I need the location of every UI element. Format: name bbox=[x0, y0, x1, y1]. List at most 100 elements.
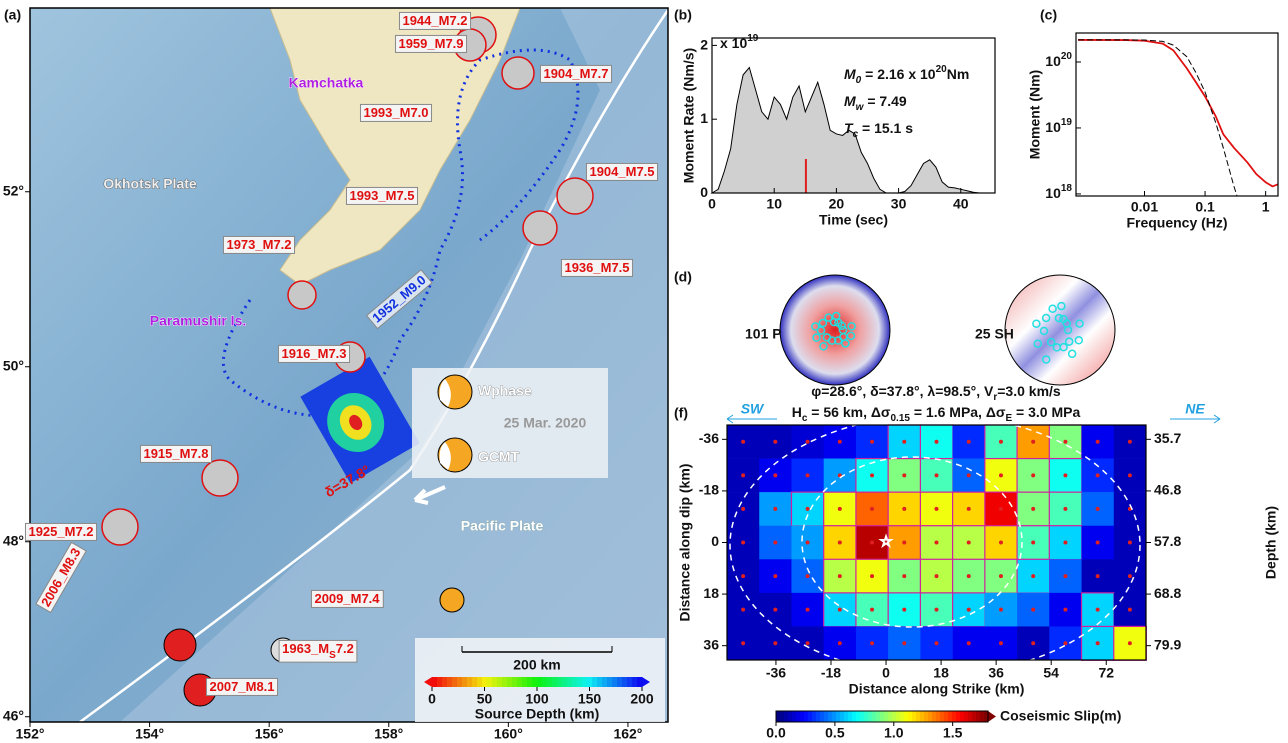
x-tick-label: 0.01 bbox=[1131, 199, 1158, 215]
source-parameter-part: = 7.49 bbox=[863, 93, 906, 109]
colorbar-arrow bbox=[988, 711, 996, 722]
subfault-center bbox=[967, 473, 971, 477]
source-parameter-part: = 15.1 s bbox=[858, 120, 913, 136]
subfault-center bbox=[806, 574, 810, 578]
slip-colorbar-cell bbox=[884, 711, 888, 722]
x-tick-label: 0 bbox=[708, 196, 716, 212]
slip-colorbar-cell bbox=[956, 711, 960, 722]
depth-colorbar-cell bbox=[477, 677, 482, 687]
slip-colorbar-cell bbox=[832, 711, 836, 722]
slip-colorbar-cell bbox=[948, 711, 952, 722]
event: 1936_M7.5 bbox=[561, 259, 632, 276]
x-tick-label: 152° bbox=[16, 726, 45, 742]
depth-colorbar-cell bbox=[512, 677, 517, 687]
colorbar-tick-label: 100 bbox=[525, 691, 549, 707]
place-name: Paramushir Is. bbox=[150, 313, 247, 329]
subfault-center bbox=[741, 507, 745, 511]
spectrum-line bbox=[1078, 40, 1278, 346]
event-label-part: 1959_M7.9 bbox=[398, 36, 463, 51]
depth-colorbar-cell bbox=[617, 677, 622, 687]
place-name: Okhotsk Plate bbox=[103, 176, 197, 192]
subfault-center bbox=[1031, 641, 1035, 645]
subfault-center bbox=[870, 507, 874, 511]
y-tick-exp: 19 bbox=[1061, 117, 1073, 128]
subfault-center bbox=[806, 608, 810, 612]
figure: ☆ (a)(b)(c)(d)(f)152°154°156°158°160°162… bbox=[0, 0, 1288, 743]
depth-colorbar-cell bbox=[467, 677, 472, 687]
slip-colorbar-cell bbox=[780, 711, 784, 722]
slip-title-part: = 3.0 MPa bbox=[1012, 404, 1080, 420]
x-tick-label: 40 bbox=[953, 196, 969, 212]
subfault-center bbox=[935, 440, 939, 444]
subfault-center bbox=[870, 641, 874, 645]
y-tick-label: 2 bbox=[700, 36, 708, 52]
source-parameter-part: M bbox=[844, 93, 856, 109]
y-tick-base: 10 bbox=[1045, 185, 1061, 201]
y-tick-base: 0 bbox=[700, 184, 708, 200]
source-parameter-part: 20 bbox=[936, 64, 948, 75]
slip-colorbar-cell bbox=[816, 711, 820, 722]
y-tick-label: 52° bbox=[3, 182, 24, 198]
subfault-center bbox=[806, 541, 810, 545]
slip-colorbar-cell bbox=[840, 711, 844, 722]
source-parameter-part: Nm bbox=[947, 66, 970, 82]
event: 1916_M7.3 bbox=[278, 345, 349, 362]
scale-label: 200 km bbox=[513, 657, 560, 673]
slip-colorbar-cell bbox=[848, 711, 852, 722]
event-label: 1973_M7.2 bbox=[226, 237, 291, 252]
slip-title-part: φ=28.6°, δ=37.8°, λ=98.5°, V bbox=[811, 383, 994, 399]
event: 1973_M7.2 bbox=[223, 236, 294, 253]
subfault-center bbox=[1063, 473, 1067, 477]
event-label: 1993_M7.5 bbox=[349, 188, 414, 203]
subfault-center bbox=[902, 507, 906, 511]
event-label-part: 2007_M8.1 bbox=[209, 679, 274, 694]
slip-colorbar-cell bbox=[892, 711, 896, 722]
mechanism-label: Wphase bbox=[478, 383, 532, 399]
depth-colorbar-cell bbox=[637, 677, 642, 687]
slip-colorbar-cell bbox=[972, 711, 976, 722]
slip-colorbar-cell bbox=[812, 711, 816, 722]
subfault-center bbox=[773, 473, 777, 477]
y2-tick-label: 57.8 bbox=[1154, 533, 1181, 549]
subfault-center bbox=[1096, 507, 1100, 511]
slip-colorbar-cell bbox=[904, 711, 908, 722]
subfault-center bbox=[773, 440, 777, 444]
y2-tick-label: 68.8 bbox=[1154, 585, 1181, 601]
subfault-center bbox=[967, 541, 971, 545]
subfault-center bbox=[902, 440, 906, 444]
subfault-center bbox=[1128, 440, 1132, 444]
slip-title-part: = 56 km, Δσ bbox=[807, 404, 890, 420]
x-tick-label: 0.1 bbox=[1195, 199, 1215, 215]
event-label: 1916_M7.3 bbox=[281, 346, 346, 361]
depth-colorbar-cell bbox=[542, 677, 547, 687]
depth-colorbar-cell bbox=[457, 677, 462, 687]
subfault-center bbox=[1063, 440, 1067, 444]
event-label-part: 1963_M bbox=[282, 641, 329, 656]
depth-colorbar-cell bbox=[622, 677, 627, 687]
depth-colorbar-cell bbox=[582, 677, 587, 687]
slip-colorbar-cell bbox=[868, 711, 872, 722]
y2-axis-label: Depth (km) bbox=[1263, 506, 1279, 579]
depth-colorbar-cell bbox=[527, 677, 532, 687]
subfault-center bbox=[870, 541, 874, 545]
slip-colorbar-cell bbox=[936, 711, 940, 722]
depth-colorbar-cell bbox=[627, 677, 632, 687]
beachball-2009 bbox=[440, 588, 464, 612]
subfault-center bbox=[838, 507, 842, 511]
subfault-center bbox=[1031, 541, 1035, 545]
depth-colorbar-cell bbox=[507, 677, 512, 687]
depth-colorbar-cell bbox=[547, 677, 552, 687]
panel-label: (d) bbox=[674, 269, 692, 285]
subfault-center bbox=[741, 473, 745, 477]
colorbar-tick-label: 1.0 bbox=[884, 725, 904, 741]
depth-colorbar-cell bbox=[452, 677, 457, 687]
slip-colorbar-cell bbox=[964, 711, 968, 722]
subfault-center bbox=[902, 574, 906, 578]
depth-colorbar-cell bbox=[562, 677, 567, 687]
subfault-center bbox=[806, 507, 810, 511]
slip-colorbar-cell bbox=[820, 711, 824, 722]
y-tick-base: 1 bbox=[700, 110, 708, 126]
subfault-center bbox=[1128, 473, 1132, 477]
x-tick-label: -36 bbox=[766, 665, 786, 681]
y-tick-label: 1018 bbox=[1045, 183, 1072, 201]
